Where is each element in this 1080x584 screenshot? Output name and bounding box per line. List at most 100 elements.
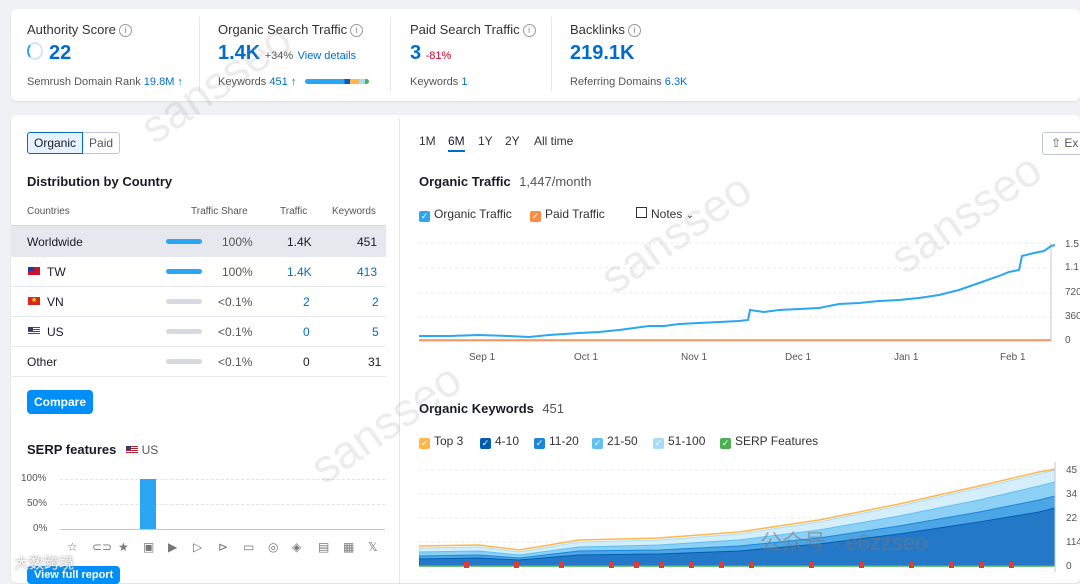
traffic-value[interactable]: 1.4K bbox=[287, 265, 312, 279]
tab-organic[interactable]: Organic bbox=[27, 132, 84, 154]
notes-dropdown[interactable]: Notes ⌄ bbox=[636, 207, 694, 221]
legend-51-100[interactable]: ✓ 51-100 bbox=[653, 434, 705, 449]
organic-traffic-chart[interactable] bbox=[419, 238, 1080, 348]
table-row[interactable]: Worldwide 100% 1.4K 451 bbox=[11, 225, 386, 257]
table-row[interactable]: ★ VN <0.1% 2 2 bbox=[11, 286, 386, 317]
map-pin-icon[interactable]: ◎ bbox=[268, 540, 279, 554]
paid-value[interactable]: 3 bbox=[410, 42, 422, 64]
traffic-value: 1.4K bbox=[287, 235, 312, 249]
paid-keywords-label: Keywords bbox=[410, 76, 459, 88]
serp-country[interactable]: US bbox=[141, 443, 159, 457]
organic-traffic: Organic Search Traffic i bbox=[218, 21, 364, 39]
legend-top3[interactable]: ✓ Top 3 bbox=[419, 434, 463, 449]
image-icon[interactable]: ▣ bbox=[143, 540, 155, 554]
paid-keywords-value[interactable]: 1 bbox=[461, 76, 468, 88]
distribution-title: Distribution by Country bbox=[27, 174, 173, 189]
domain-rank: Semrush Domain Rank 19.8M ↑ bbox=[27, 76, 183, 88]
legend-organic-traffic[interactable]: ✓ Organic Traffic bbox=[419, 207, 512, 222]
tab-paid[interactable]: Paid bbox=[83, 132, 121, 154]
col-traffic-share[interactable]: Traffic Share bbox=[191, 206, 248, 217]
legend-paid-traffic[interactable]: ✓ Paid Traffic bbox=[530, 207, 605, 222]
keywords-value[interactable]: 413 bbox=[357, 265, 378, 279]
backlinks-value-wrap: 219.1K bbox=[570, 42, 635, 65]
traffic-share: <0.1% bbox=[218, 295, 253, 309]
keywords-value: 31 bbox=[368, 355, 382, 369]
table-row[interactable]: TW 100% 1.4K 413 bbox=[11, 256, 386, 287]
paid-traffic: Paid Search Traffic i bbox=[410, 21, 536, 39]
checkbox-icon: ✓ bbox=[534, 438, 545, 449]
export-button[interactable]: ⇧ Ex bbox=[1042, 132, 1080, 155]
keywords-value[interactable]: 5 bbox=[372, 325, 379, 339]
info-icon[interactable]: i bbox=[350, 24, 364, 37]
legend-11-20[interactable]: ✓ 11-20 bbox=[534, 434, 579, 449]
col-traffic[interactable]: Traffic bbox=[280, 206, 308, 217]
briefcase-icon[interactable]: ▦ bbox=[343, 540, 355, 554]
comment-icon[interactable]: ▭ bbox=[243, 540, 255, 554]
axis-line bbox=[60, 529, 385, 530]
view-full-report-button[interactable]: View full report bbox=[27, 566, 121, 584]
top3-line[interactable] bbox=[419, 468, 1056, 551]
info-icon[interactable]: i bbox=[522, 24, 536, 37]
info-icon[interactable]: i bbox=[627, 24, 641, 37]
traffic-value[interactable]: 0 bbox=[303, 325, 310, 339]
x-icon[interactable]: 𝕏 bbox=[368, 540, 378, 554]
traffic-value[interactable]: 2 bbox=[303, 295, 310, 309]
checkbox-icon: ✓ bbox=[653, 438, 664, 449]
legend-21-50[interactable]: ✓ 21-50 bbox=[592, 434, 638, 449]
legend-serp-features[interactable]: ✓ SERP Features bbox=[720, 434, 818, 449]
organic-keywords-value[interactable]: 451 ↑ bbox=[269, 76, 297, 88]
share-bar bbox=[166, 239, 202, 244]
timeframe-1y[interactable]: 1Y bbox=[478, 134, 493, 148]
backlinks-value[interactable]: 219.1K bbox=[570, 42, 635, 64]
timeframe-2y[interactable]: 2Y bbox=[505, 134, 520, 148]
x-tick: Dec 1 bbox=[785, 352, 812, 363]
compare-button[interactable]: Compare bbox=[27, 390, 94, 414]
paid-change: -81% bbox=[425, 50, 452, 62]
star-icon[interactable]: ★ bbox=[118, 540, 129, 554]
legend-label: 4-10 bbox=[495, 434, 520, 448]
organic-keywords-chart[interactable] bbox=[419, 462, 1080, 583]
country-name: Other bbox=[27, 355, 58, 369]
keywords-value[interactable]: 2 bbox=[372, 295, 379, 309]
legend-4-10[interactable]: ✓ 4-10 bbox=[480, 434, 519, 449]
authority-label: Authority Score bbox=[27, 22, 116, 37]
referring-domains-value[interactable]: 6.3K bbox=[664, 76, 688, 88]
domain-rank-value[interactable]: 19.8M ↑ bbox=[143, 76, 183, 88]
legend-label: 51-100 bbox=[668, 434, 706, 448]
organic-keywords-label: Keywords bbox=[218, 76, 267, 88]
timeframe-6m[interactable]: 6M bbox=[448, 134, 465, 152]
video-icon[interactable]: ▶ bbox=[168, 540, 178, 554]
authority-value[interactable]: 22 bbox=[49, 42, 72, 64]
organic-change: +34% bbox=[264, 50, 294, 62]
divider bbox=[199, 17, 200, 91]
timeframe-all[interactable]: All time bbox=[534, 134, 574, 148]
table-row[interactable]: Other <0.1% 0 31 bbox=[11, 346, 386, 377]
play-icon[interactable]: ⊳ bbox=[218, 540, 229, 554]
serp-bar[interactable] bbox=[140, 479, 156, 529]
serp-title: SERP features US bbox=[27, 442, 158, 457]
knowledge-icon[interactable]: ◈ bbox=[292, 540, 302, 554]
y-tick: 0 bbox=[1065, 335, 1071, 346]
organic-value[interactable]: 1.4K bbox=[218, 42, 261, 64]
traffic-chart-title: Organic Traffic bbox=[419, 174, 511, 189]
traffic-share: 100% bbox=[222, 235, 253, 249]
timeframe-1m[interactable]: 1M bbox=[419, 134, 436, 148]
flag-markers bbox=[464, 562, 1014, 568]
paid-label: Paid Search Traffic bbox=[410, 22, 520, 37]
organic-traffic-line[interactable] bbox=[419, 244, 1056, 339]
news-icon[interactable]: ▤ bbox=[318, 540, 330, 554]
link-icon[interactable]: ⊂⊃ bbox=[92, 540, 113, 554]
table-row[interactable]: US <0.1% 0 5 bbox=[11, 316, 386, 347]
x-tick: Feb 1 bbox=[1000, 352, 1026, 363]
note-icon bbox=[636, 207, 647, 218]
grid bbox=[419, 242, 1052, 342]
video-carousel-icon[interactable]: ▷ bbox=[193, 540, 203, 554]
star-outline-icon[interactable]: ☆ bbox=[67, 540, 78, 554]
checkbox-icon: ✓ bbox=[720, 438, 731, 449]
info-icon[interactable]: i bbox=[118, 24, 132, 37]
serp-y-tick: 100% bbox=[21, 473, 47, 484]
col-keywords[interactable]: Keywords bbox=[332, 206, 376, 217]
x-tick: Sep 1 bbox=[469, 352, 496, 363]
view-details-link[interactable]: View details bbox=[297, 50, 357, 62]
col-countries: Countries bbox=[27, 206, 70, 217]
